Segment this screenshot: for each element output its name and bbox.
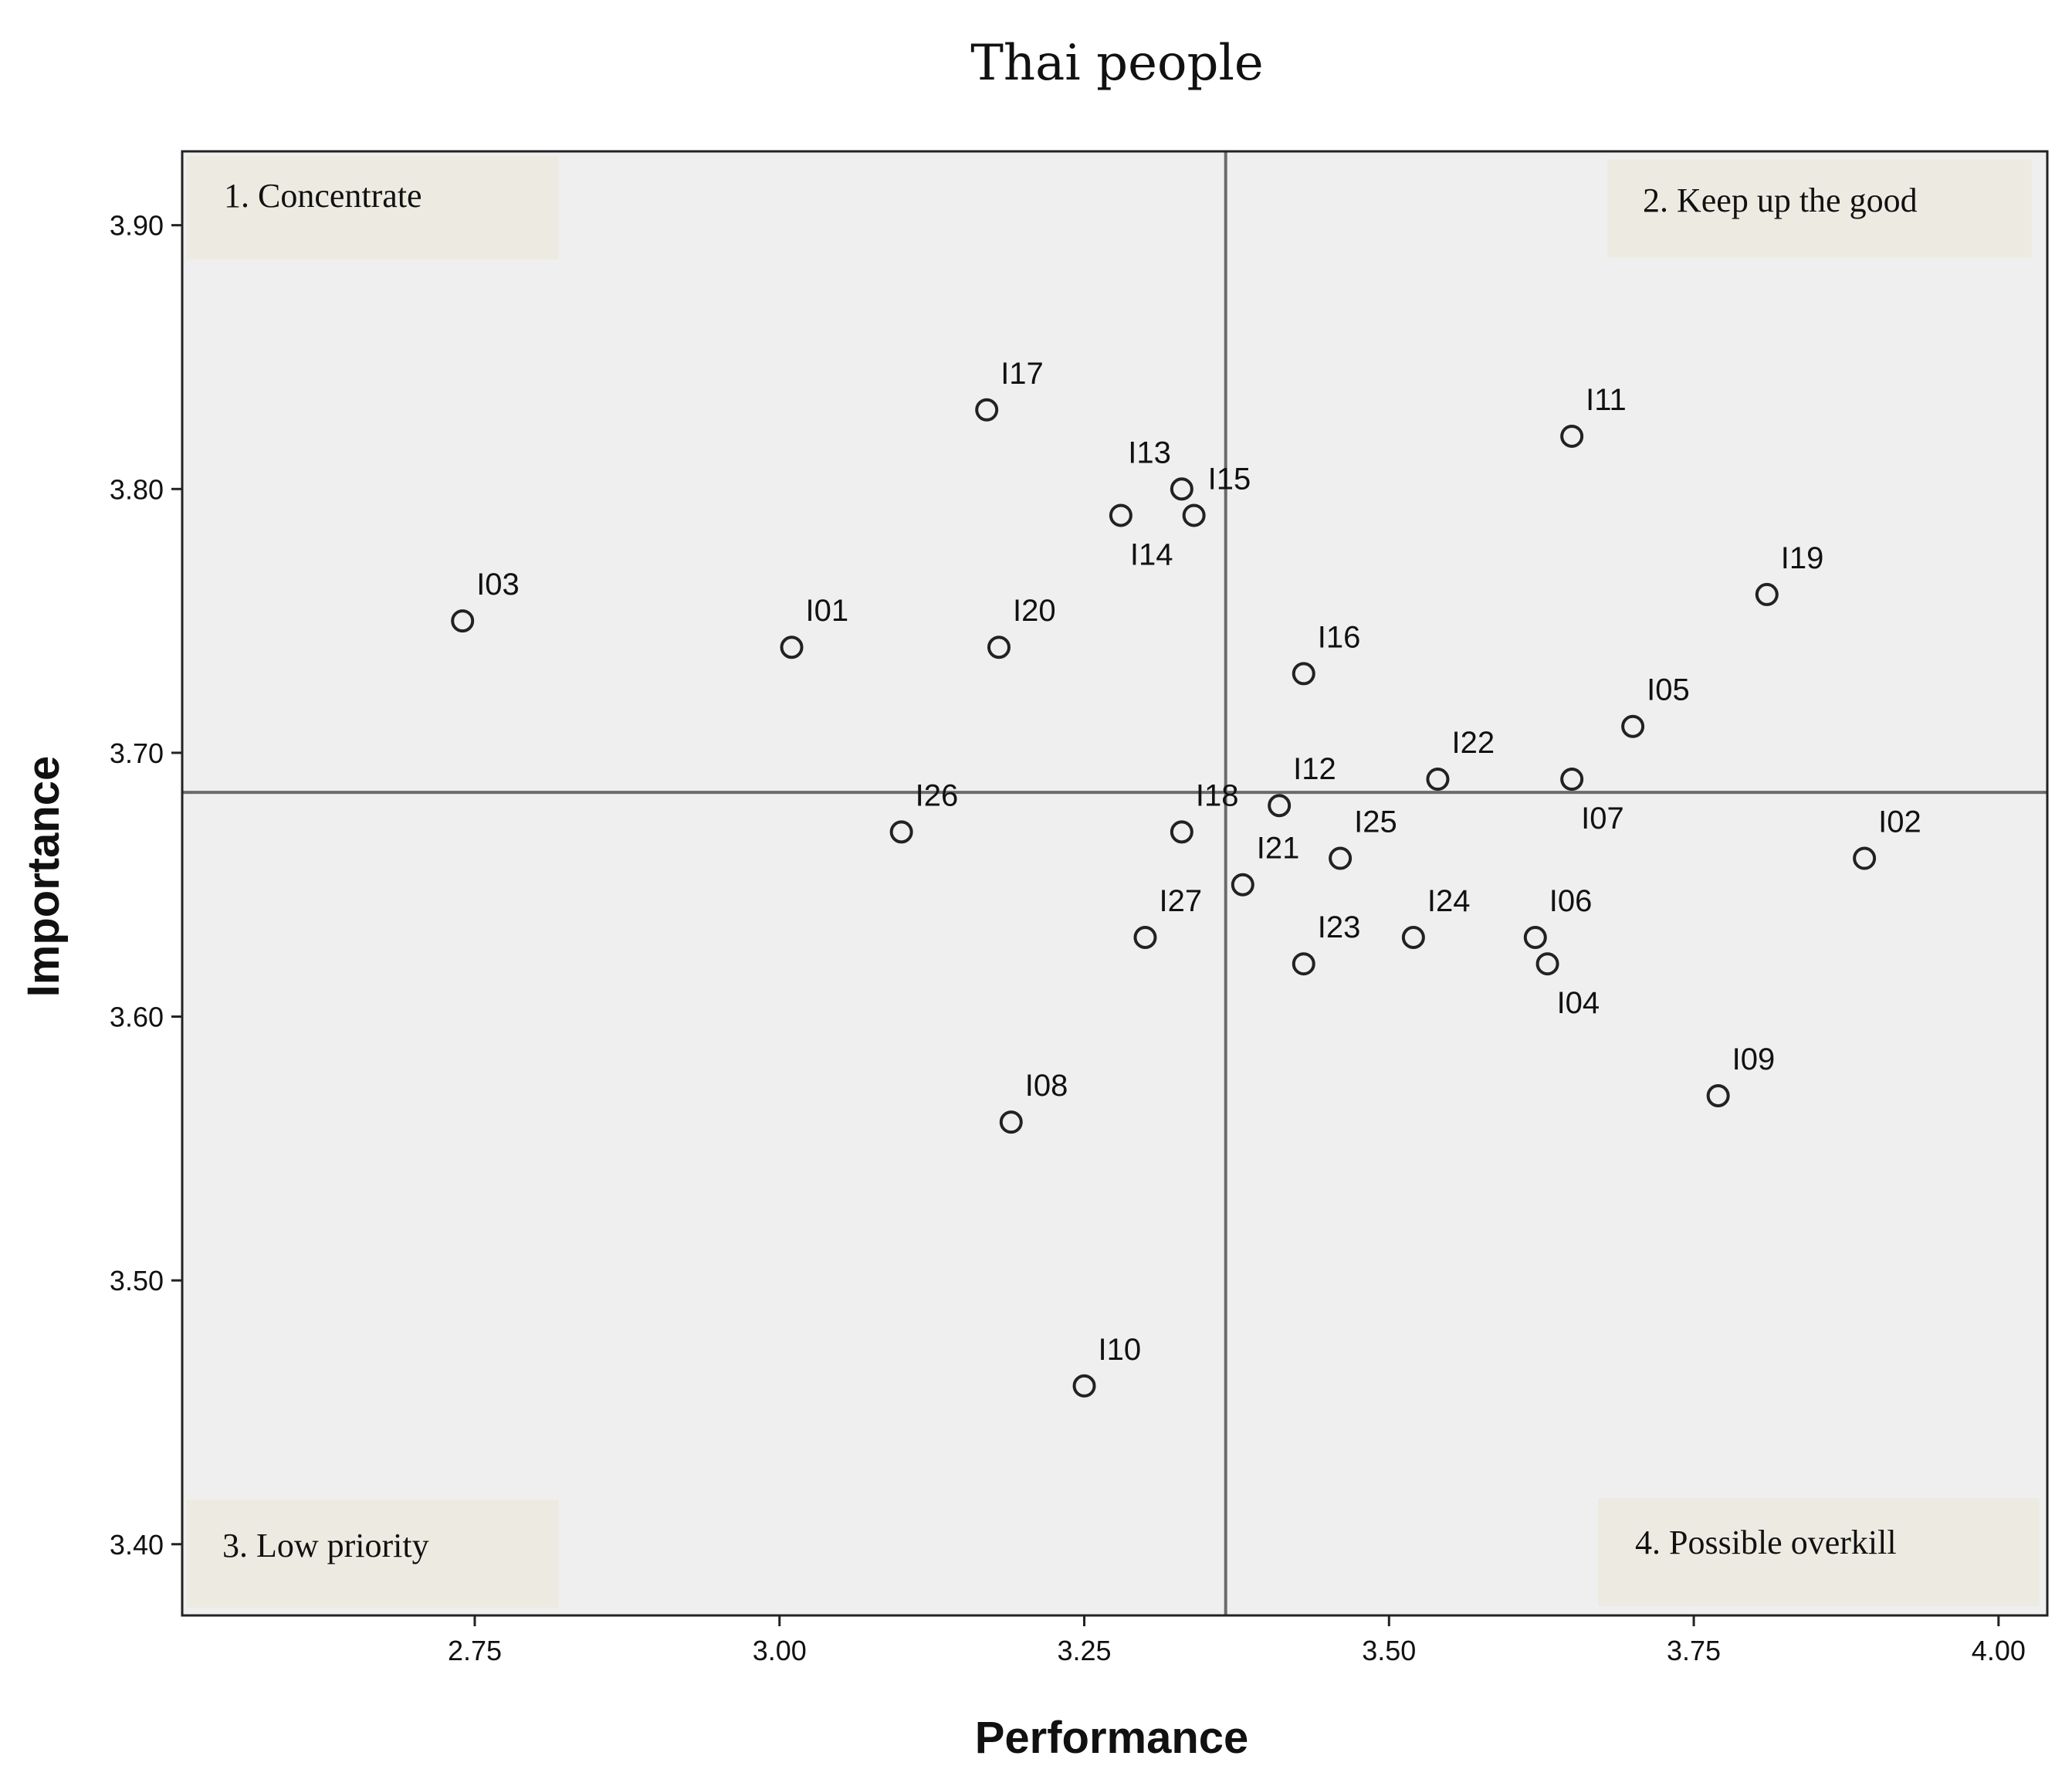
quadrant-label-top-right: 2. Keep up the good xyxy=(1643,181,1918,219)
data-point-I07 xyxy=(1560,768,1584,792)
data-point-I18 xyxy=(1170,820,1193,844)
x-tick-label: 3.75 xyxy=(1667,1635,1721,1666)
y-tick-label: 3.50 xyxy=(110,1265,164,1297)
data-label-I27: I27 xyxy=(1159,884,1202,918)
data-point-I26 xyxy=(889,820,913,844)
data-point-I17 xyxy=(975,398,999,422)
data-point-I11 xyxy=(1560,424,1584,448)
data-point-I12 xyxy=(1268,794,1292,818)
data-point-I08 xyxy=(999,1110,1023,1134)
y-tick-label: 3.70 xyxy=(110,737,164,769)
data-label-I24: I24 xyxy=(1427,884,1471,918)
data-label-I21: I21 xyxy=(1257,832,1300,866)
quadrant-label-bottom-right: 4. Possible overkill xyxy=(1635,1524,1897,1561)
data-point-I05 xyxy=(1621,714,1645,738)
data-label-I10: I10 xyxy=(1099,1333,1142,1367)
data-label-I01: I01 xyxy=(806,594,849,628)
data-point-I25 xyxy=(1329,846,1353,870)
x-tick-label: 2.75 xyxy=(448,1635,502,1666)
data-label-I07: I07 xyxy=(1581,802,1624,836)
data-label-I20: I20 xyxy=(1013,594,1056,628)
data-point-I19 xyxy=(1755,582,1779,606)
data-point-I09 xyxy=(1706,1084,1730,1108)
data-point-I23 xyxy=(1292,952,1315,976)
x-tick-label: 3.25 xyxy=(1057,1635,1111,1666)
quadrant-label-bottom-left: 3. Low priority xyxy=(222,1527,429,1564)
data-label-I02: I02 xyxy=(1878,805,1921,839)
data-label-I25: I25 xyxy=(1354,805,1397,839)
plot-area: 1. Concentrate 2. Keep up the good 3. Low … xyxy=(110,150,2049,1666)
x-axis-title: Performance xyxy=(975,1713,1249,1763)
data-point-I03 xyxy=(451,609,475,633)
data-label-I08: I08 xyxy=(1025,1069,1068,1103)
quadrant-box-bottom-left xyxy=(187,1500,559,1608)
data-point-I16 xyxy=(1292,662,1315,686)
data-label-I06: I06 xyxy=(1549,884,1593,918)
data-point-I24 xyxy=(1401,926,1425,950)
data-label-I04: I04 xyxy=(1557,986,1600,1020)
data-label-I18: I18 xyxy=(1196,778,1239,812)
plot-background xyxy=(182,151,2047,1615)
data-point-I10 xyxy=(1072,1374,1096,1398)
quadrant-box-top-right xyxy=(1607,159,2032,258)
data-point-I14 xyxy=(1109,503,1132,527)
data-point-I27 xyxy=(1133,926,1157,950)
data-label-I26: I26 xyxy=(916,778,959,812)
data-label-I19: I19 xyxy=(1781,541,1824,575)
y-tick-label: 3.40 xyxy=(110,1529,164,1561)
data-point-I20 xyxy=(987,636,1011,659)
plot-frame xyxy=(181,150,2049,1617)
data-label-I12: I12 xyxy=(1293,752,1336,786)
y-tick-label: 3.60 xyxy=(110,1002,164,1033)
quadrant-box-bottom-right xyxy=(1598,1498,2040,1606)
data-point-I21 xyxy=(1231,873,1254,897)
data-label-I23: I23 xyxy=(1318,910,1361,944)
data-point-I04 xyxy=(1535,952,1559,976)
y-axis-title: Importance xyxy=(19,756,69,998)
data-label-I17: I17 xyxy=(1000,357,1044,391)
x-tick-label: 3.50 xyxy=(1362,1635,1416,1666)
data-label-I13: I13 xyxy=(1128,436,1171,469)
data-label-I22: I22 xyxy=(1451,726,1495,760)
data-point-I01 xyxy=(780,636,804,659)
data-point-I15 xyxy=(1182,503,1206,527)
data-point-I06 xyxy=(1523,926,1547,950)
quadrant-box-top-left xyxy=(187,156,559,259)
chart-title: Thai people xyxy=(970,35,1264,92)
data-point-I13 xyxy=(1170,477,1193,501)
data-point-I22 xyxy=(1426,768,1450,792)
data-label-I14: I14 xyxy=(1130,537,1173,571)
x-tick-label: 4.00 xyxy=(1972,1635,2026,1666)
x-tick-label: 3.00 xyxy=(753,1635,807,1666)
data-label-I15: I15 xyxy=(1208,462,1251,496)
quadrant-label-top-left: 1. Concentrate xyxy=(224,177,422,215)
data-point-I02 xyxy=(1853,846,1877,870)
data-label-I16: I16 xyxy=(1318,620,1361,654)
data-label-I11: I11 xyxy=(1586,383,1627,417)
data-label-I09: I09 xyxy=(1732,1042,1776,1076)
y-tick-label: 3.90 xyxy=(110,210,164,242)
y-tick-label: 3.80 xyxy=(110,473,164,505)
data-label-I05: I05 xyxy=(1647,673,1690,707)
data-label-I03: I03 xyxy=(476,568,520,602)
